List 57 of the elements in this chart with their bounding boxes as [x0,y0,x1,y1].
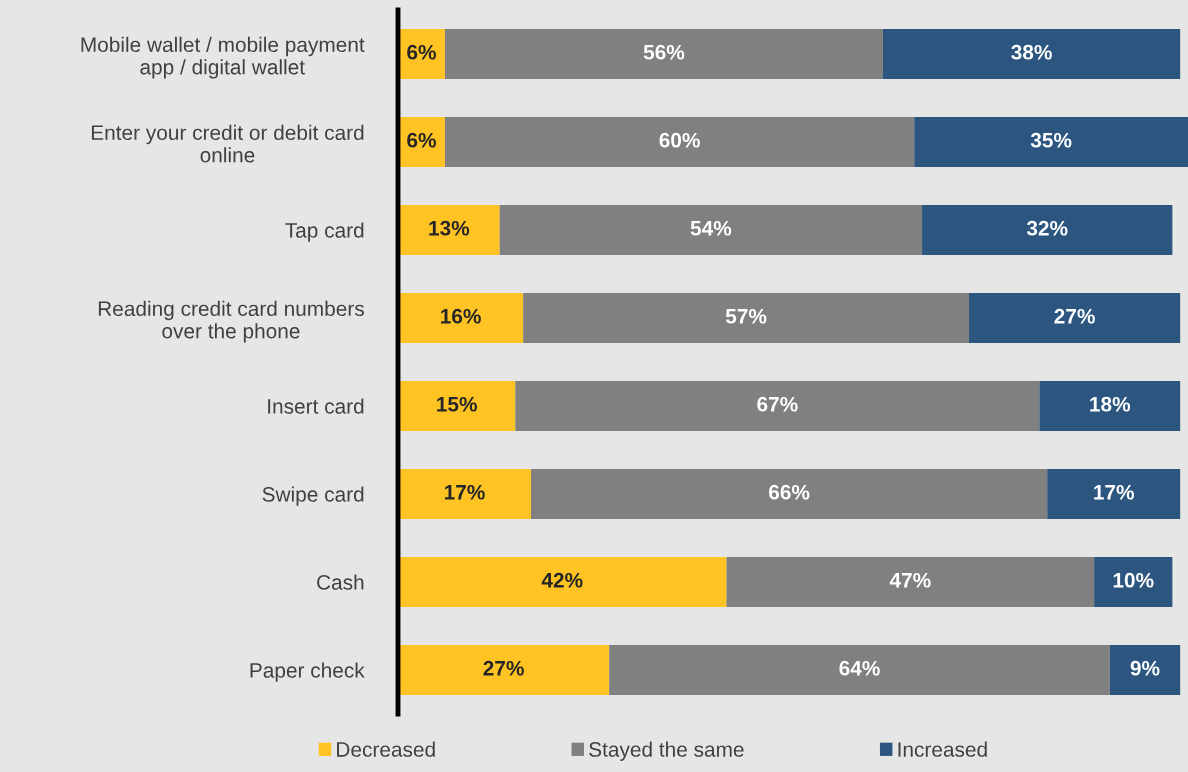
data-label: 6% [407,132,436,148]
data-label: 47% [889,572,931,588]
bar [882,28,1181,80]
bar [609,644,1110,696]
bar [1047,468,1181,520]
bar [1094,556,1173,608]
y-tick-label: Enter your credit or debit card online [91,124,364,163]
y-tick-label: Cash [317,574,364,590]
bar [530,468,1048,520]
bar [444,116,915,168]
bar [523,292,969,344]
y-tick-label: Paper check [250,662,365,682]
bar [398,204,500,256]
y-tick-label: Mobile wallet / mobile payment app / digital wallet [81,36,365,79]
data-label: 13% [429,220,470,236]
data-label: 10% [1113,572,1154,588]
data-label: 64% [839,660,880,676]
data-label: 9% [1130,660,1160,676]
data-label: 54% [690,220,732,236]
bar [968,292,1181,344]
bar [515,380,1040,432]
bar [398,644,610,696]
data-label: 17% [1094,484,1134,500]
bar [922,204,1173,256]
data-label: 57% [725,308,767,324]
y-tick-label: Insert card [268,398,364,414]
bar [1109,644,1181,696]
bar [726,556,1095,608]
bar [914,116,1188,168]
data-label: 27% [1054,308,1095,324]
data-label: 16% [441,308,481,324]
data-label: 15% [437,396,477,412]
bar [398,292,524,344]
bar [499,204,923,256]
data-label: 42% [541,572,583,588]
y-tick-label: Tap card [285,222,364,242]
bar [398,380,516,432]
bar [398,556,727,608]
data-label: 60% [659,132,700,148]
data-label: 35% [1030,132,1072,148]
y-tick-label: Reading credit card numbers over the phone [98,300,364,343]
y-tick-label: Swipe card [262,486,364,506]
bar [398,468,531,520]
data-label: 56% [643,44,685,60]
legend-label: Increased [898,741,987,757]
data-label: 6% [407,44,436,60]
data-label: 66% [769,484,810,500]
data-label: 67% [757,396,798,412]
bar [444,28,883,80]
data-label: 32% [1026,220,1068,236]
data-label: 18% [1090,396,1131,412]
bar [1039,380,1181,432]
legend-label: Stayed the same [589,741,744,761]
data-label: 27% [483,660,524,676]
legend-label: Decreased [337,741,435,757]
data-label: 17% [444,484,485,500]
data-label: 38% [1011,44,1052,60]
